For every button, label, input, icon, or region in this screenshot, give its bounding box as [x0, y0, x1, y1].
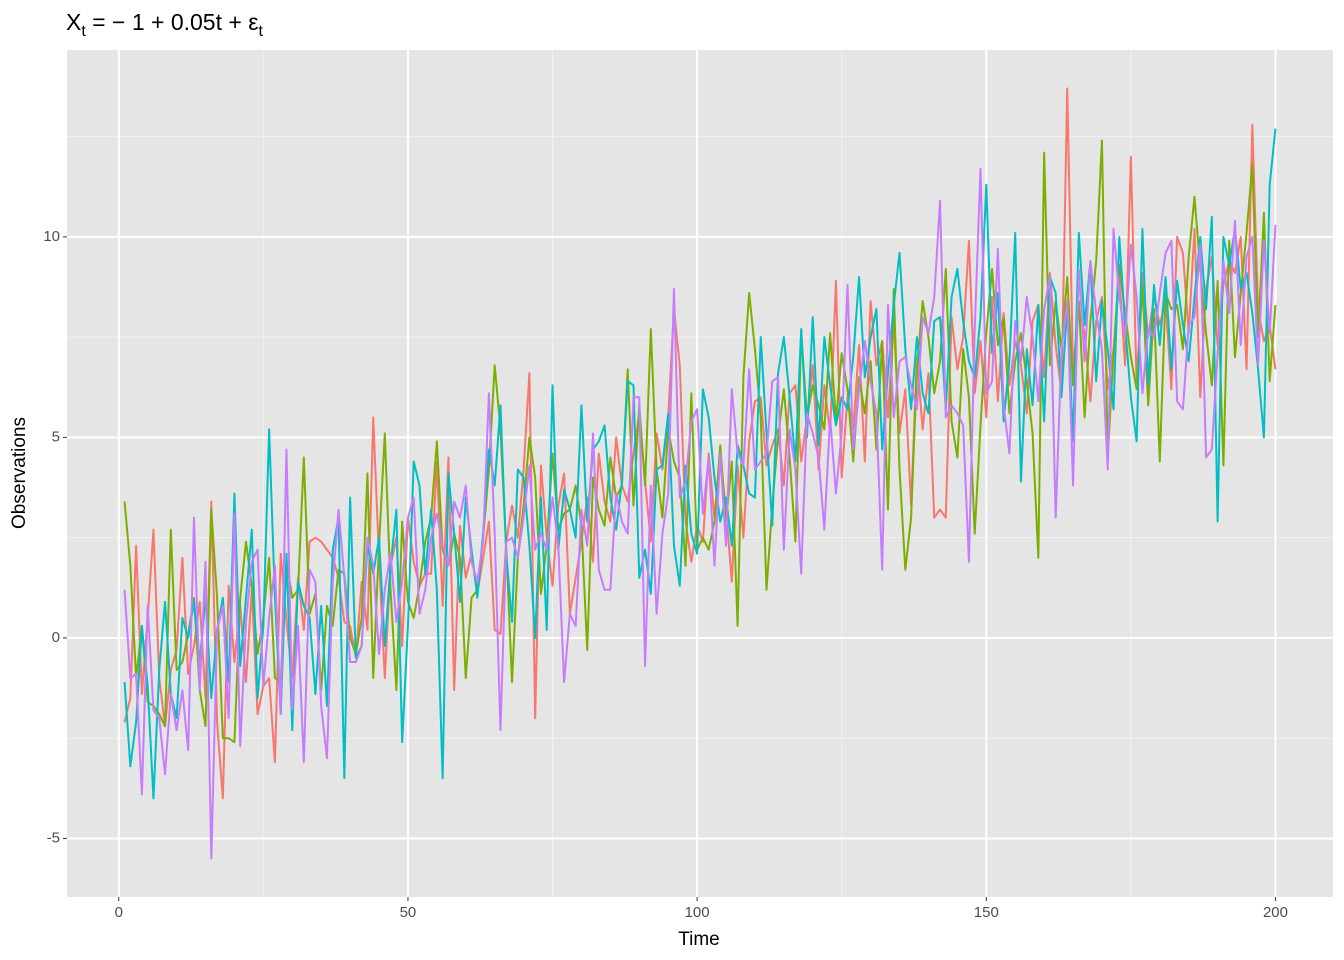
y-tick-label: 10 — [43, 228, 60, 245]
x-tick-label: 0 — [115, 904, 123, 921]
chart-title: Xt = − 1 + 0.05t + εt — [66, 9, 263, 40]
title-subscript: t — [81, 23, 86, 40]
x-tick-label: 200 — [1263, 904, 1288, 921]
y-tick-label: -5 — [47, 829, 60, 846]
y-axis-title: Observations — [9, 417, 30, 529]
title-part: = − 1 + 0.05t + ε — [86, 9, 259, 35]
x-tick-label: 50 — [400, 904, 417, 921]
title-part: X — [66, 9, 81, 35]
x-tick-label: 150 — [974, 904, 999, 921]
series-line — [123, 167, 1277, 860]
series-line — [123, 87, 1277, 800]
y-tick-label: 0 — [52, 629, 60, 646]
x-tick-label: 100 — [685, 904, 710, 921]
y-tick-label: 5 — [52, 428, 60, 445]
title-subscript: t — [258, 23, 263, 40]
x-axis-title: Time — [678, 929, 720, 950]
